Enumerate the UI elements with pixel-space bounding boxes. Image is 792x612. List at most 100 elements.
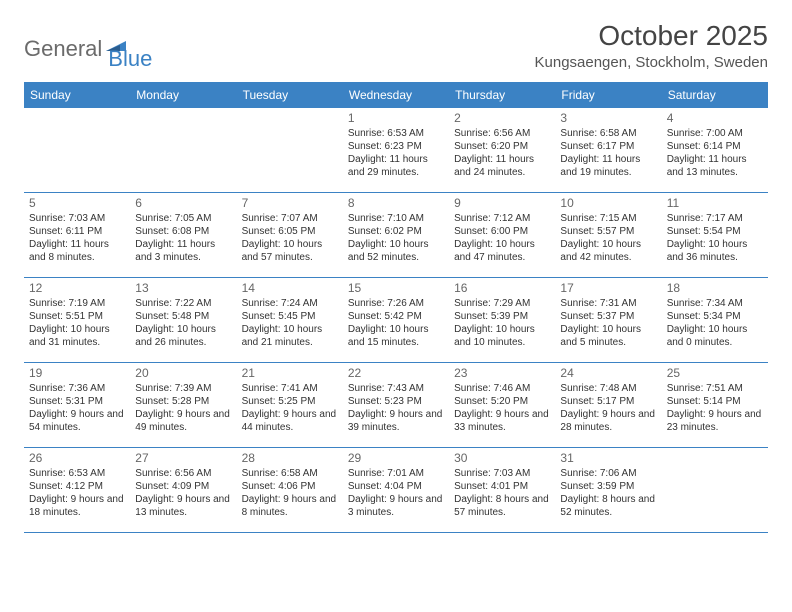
calendar-cell: 15Sunrise: 7:26 AMSunset: 5:42 PMDayligh… [343, 278, 449, 362]
calendar-cell: 12Sunrise: 7:19 AMSunset: 5:51 PMDayligh… [24, 278, 130, 362]
header: General Blue October 2025 Kungsaengen, S… [24, 20, 768, 72]
daylight-line: Daylight: 10 hours and 57 minutes. [242, 239, 338, 265]
sunrise-line: Sunrise: 7:36 AM [29, 383, 125, 396]
day-number: 20 [135, 366, 231, 381]
title-block: October 2025 Kungsaengen, Stockholm, Swe… [535, 20, 769, 71]
day-header-mon: Monday [130, 82, 236, 108]
day-number: 10 [560, 196, 656, 211]
calendar-cell: 13Sunrise: 7:22 AMSunset: 5:48 PMDayligh… [130, 278, 236, 362]
daylight-line: Daylight: 10 hours and 0 minutes. [667, 324, 763, 350]
daylight-line: Daylight: 11 hours and 8 minutes. [29, 239, 125, 265]
calendar: Sunday Monday Tuesday Wednesday Thursday… [24, 82, 768, 533]
calendar-cell: 18Sunrise: 7:34 AMSunset: 5:34 PMDayligh… [662, 278, 768, 362]
sunrise-line: Sunrise: 7:00 AM [667, 128, 763, 141]
sunrise-line: Sunrise: 6:56 AM [135, 468, 231, 481]
sunrise-line: Sunrise: 7:15 AM [560, 213, 656, 226]
month-title: October 2025 [535, 20, 769, 52]
sunset-line: Sunset: 3:59 PM [560, 481, 656, 494]
calendar-row: 1Sunrise: 6:53 AMSunset: 6:23 PMDaylight… [24, 108, 768, 193]
sunset-line: Sunset: 6:08 PM [135, 226, 231, 239]
calendar-cell: 8Sunrise: 7:10 AMSunset: 6:02 PMDaylight… [343, 193, 449, 277]
calendar-cell [237, 108, 343, 192]
sunrise-line: Sunrise: 6:58 AM [242, 468, 338, 481]
daylight-line: Daylight: 10 hours and 15 minutes. [348, 324, 444, 350]
sunset-line: Sunset: 5:25 PM [242, 396, 338, 409]
daylight-line: Daylight: 10 hours and 52 minutes. [348, 239, 444, 265]
daylight-line: Daylight: 8 hours and 52 minutes. [560, 494, 656, 520]
calendar-cell: 27Sunrise: 6:56 AMSunset: 4:09 PMDayligh… [130, 448, 236, 532]
sunset-line: Sunset: 5:48 PM [135, 311, 231, 324]
sunrise-line: Sunrise: 7:05 AM [135, 213, 231, 226]
day-number: 4 [667, 111, 763, 126]
daylight-line: Daylight: 9 hours and 33 minutes. [454, 409, 550, 435]
daylight-line: Daylight: 11 hours and 24 minutes. [454, 154, 550, 180]
sunset-line: Sunset: 5:37 PM [560, 311, 656, 324]
calendar-cell: 11Sunrise: 7:17 AMSunset: 5:54 PMDayligh… [662, 193, 768, 277]
daylight-line: Daylight: 11 hours and 13 minutes. [667, 154, 763, 180]
sunset-line: Sunset: 6:11 PM [29, 226, 125, 239]
sunset-line: Sunset: 5:23 PM [348, 396, 444, 409]
calendar-cell: 23Sunrise: 7:46 AMSunset: 5:20 PMDayligh… [449, 363, 555, 447]
calendar-cell: 16Sunrise: 7:29 AMSunset: 5:39 PMDayligh… [449, 278, 555, 362]
sunset-line: Sunset: 5:45 PM [242, 311, 338, 324]
day-number: 2 [454, 111, 550, 126]
calendar-cell [24, 108, 130, 192]
sunset-line: Sunset: 4:09 PM [135, 481, 231, 494]
sunset-line: Sunset: 5:57 PM [560, 226, 656, 239]
day-number: 8 [348, 196, 444, 211]
day-number: 3 [560, 111, 656, 126]
day-number: 27 [135, 451, 231, 466]
sunrise-line: Sunrise: 7:39 AM [135, 383, 231, 396]
day-number: 21 [242, 366, 338, 381]
calendar-cell: 14Sunrise: 7:24 AMSunset: 5:45 PMDayligh… [237, 278, 343, 362]
sunrise-line: Sunrise: 7:12 AM [454, 213, 550, 226]
day-number: 26 [29, 451, 125, 466]
calendar-cell: 5Sunrise: 7:03 AMSunset: 6:11 PMDaylight… [24, 193, 130, 277]
sunset-line: Sunset: 5:31 PM [29, 396, 125, 409]
sunrise-line: Sunrise: 6:56 AM [454, 128, 550, 141]
calendar-cell: 6Sunrise: 7:05 AMSunset: 6:08 PMDaylight… [130, 193, 236, 277]
day-number: 25 [667, 366, 763, 381]
daylight-line: Daylight: 10 hours and 5 minutes. [560, 324, 656, 350]
sunset-line: Sunset: 5:42 PM [348, 311, 444, 324]
calendar-cell: 30Sunrise: 7:03 AMSunset: 4:01 PMDayligh… [449, 448, 555, 532]
day-number: 16 [454, 281, 550, 296]
daylight-line: Daylight: 10 hours and 10 minutes. [454, 324, 550, 350]
daylight-line: Daylight: 9 hours and 39 minutes. [348, 409, 444, 435]
daylight-line: Daylight: 9 hours and 3 minutes. [348, 494, 444, 520]
sunset-line: Sunset: 4:04 PM [348, 481, 444, 494]
calendar-cell: 4Sunrise: 7:00 AMSunset: 6:14 PMDaylight… [662, 108, 768, 192]
sunrise-line: Sunrise: 6:53 AM [29, 468, 125, 481]
sunrise-line: Sunrise: 7:29 AM [454, 298, 550, 311]
calendar-cell: 26Sunrise: 6:53 AMSunset: 4:12 PMDayligh… [24, 448, 130, 532]
sunset-line: Sunset: 6:05 PM [242, 226, 338, 239]
calendar-cell [130, 108, 236, 192]
calendar-header-row: Sunday Monday Tuesday Wednesday Thursday… [24, 82, 768, 108]
sunrise-line: Sunrise: 7:31 AM [560, 298, 656, 311]
calendar-row: 5Sunrise: 7:03 AMSunset: 6:11 PMDaylight… [24, 193, 768, 278]
daylight-line: Daylight: 8 hours and 57 minutes. [454, 494, 550, 520]
daylight-line: Daylight: 9 hours and 44 minutes. [242, 409, 338, 435]
day-number: 7 [242, 196, 338, 211]
daylight-line: Daylight: 11 hours and 29 minutes. [348, 154, 444, 180]
sunrise-line: Sunrise: 7:19 AM [29, 298, 125, 311]
day-number: 14 [242, 281, 338, 296]
sunrise-line: Sunrise: 7:03 AM [454, 468, 550, 481]
logo-text-1: General [24, 36, 102, 62]
sunset-line: Sunset: 4:06 PM [242, 481, 338, 494]
calendar-cell: 22Sunrise: 7:43 AMSunset: 5:23 PMDayligh… [343, 363, 449, 447]
sunrise-line: Sunrise: 7:24 AM [242, 298, 338, 311]
daylight-line: Daylight: 11 hours and 19 minutes. [560, 154, 656, 180]
day-number: 11 [667, 196, 763, 211]
daylight-line: Daylight: 9 hours and 8 minutes. [242, 494, 338, 520]
daylight-line: Daylight: 10 hours and 36 minutes. [667, 239, 763, 265]
sunrise-line: Sunrise: 7:03 AM [29, 213, 125, 226]
calendar-cell: 2Sunrise: 6:56 AMSunset: 6:20 PMDaylight… [449, 108, 555, 192]
sunrise-line: Sunrise: 7:46 AM [454, 383, 550, 396]
sunrise-line: Sunrise: 7:06 AM [560, 468, 656, 481]
calendar-cell: 1Sunrise: 6:53 AMSunset: 6:23 PMDaylight… [343, 108, 449, 192]
calendar-cell: 9Sunrise: 7:12 AMSunset: 6:00 PMDaylight… [449, 193, 555, 277]
sunrise-line: Sunrise: 6:53 AM [348, 128, 444, 141]
day-header-wed: Wednesday [343, 82, 449, 108]
logo-text-2: Blue [108, 46, 152, 72]
